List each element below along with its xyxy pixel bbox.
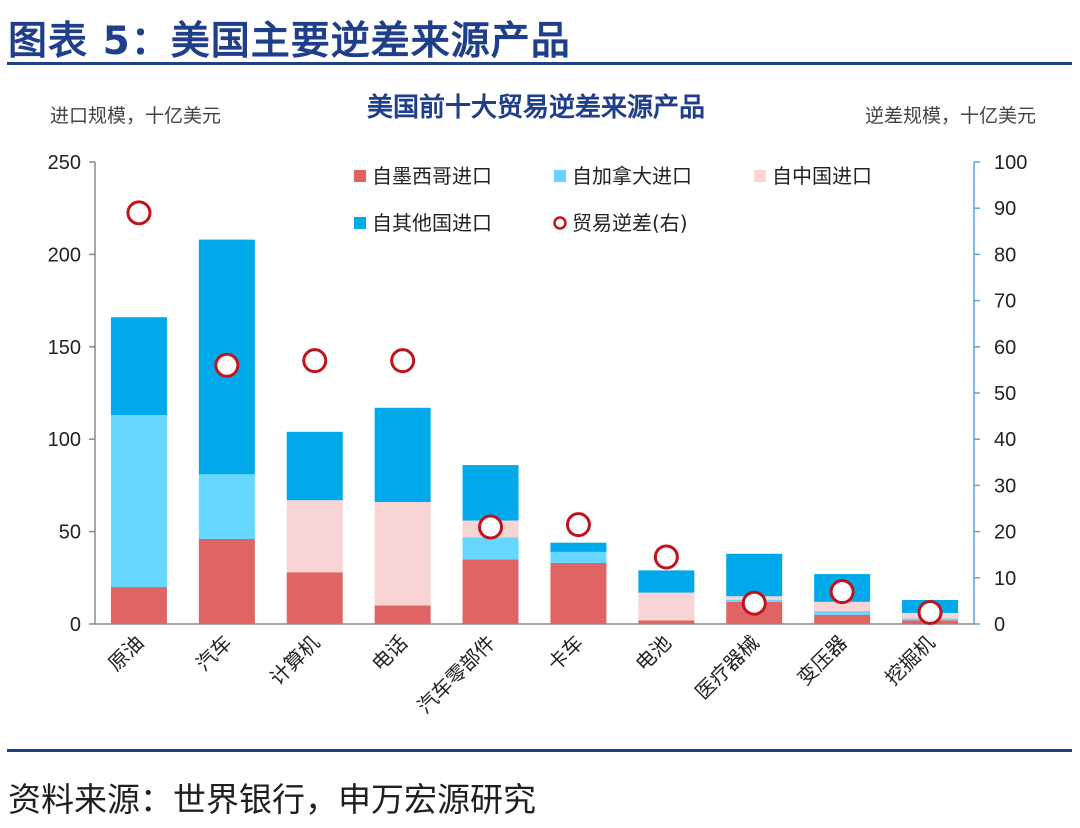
y-tick-label: 200 [48,244,81,266]
y-tick-label: 250 [48,152,81,174]
bar-segment [550,542,607,552]
bar-segment [198,538,255,624]
bar-segment [374,605,431,624]
y-tick-label: 50 [59,522,81,544]
deficit-marker [829,579,855,605]
category-label: 汽车 [191,631,236,676]
y-tick-label: 0 [70,614,81,636]
y2-tick-label: 10 [994,568,1016,590]
y2-tick-label: 90 [994,198,1016,220]
source-note: 资料来源：世界银行，申万宏源研究 [8,780,536,819]
legend-label: 自加拿大进口 [572,164,692,188]
bar-segment [814,611,871,615]
bar-segment [110,317,167,416]
deficit-marker [917,599,943,625]
y-tick-label: 150 [48,337,81,359]
bar-segment [814,601,871,612]
category-label: 医疗器械 [690,631,764,705]
legend-swatch [554,170,566,182]
legend-label: 贸易逆差(右) [572,211,688,235]
top-rule [7,62,1072,65]
category-label: 电池 [631,631,676,676]
bar-segment [550,563,607,624]
bar-segment [286,500,343,573]
bar-segment [374,502,431,606]
bar-segment [550,551,607,564]
bar-segment [198,474,255,539]
deficit-marker [741,590,767,616]
chart-title: 美国前十大贸易逆差来源产品 [367,92,705,123]
legend-swatch [354,170,366,182]
bar-segment [814,614,871,624]
bottom-rule [7,749,1072,752]
deficit-marker [126,200,152,226]
figure-title: 图表 5：美国主要逆差来源产品 [8,19,571,64]
y2-tick-label: 100 [994,152,1027,174]
bar-segment [462,537,519,560]
bar-segment [286,431,343,501]
deficit-marker [478,514,504,540]
bar-segment [110,587,167,624]
category-label: 原油 [103,631,148,676]
bar-segment [726,553,783,597]
chart: 美国前十大贸易逆差来源产品 进口规模，十亿美元 逆差规模，十亿美元 050100… [48,92,1036,718]
y2-axis-label: 逆差规模，十亿美元 [865,105,1036,127]
bar-segment [374,407,431,503]
category-label: 计算机 [265,631,324,690]
bar-segment [110,415,167,588]
deficit-marker [390,348,416,374]
y-tick-label: 100 [48,429,81,451]
bar-segment [286,572,343,624]
bar-segment [638,592,695,621]
legend-marker [553,216,567,230]
bar-segment [462,465,519,521]
plot-area: 0501001502002500102030405060708090100原油汽… [48,152,1028,718]
deficit-marker [214,352,240,378]
legend-label: 自其他国进口 [372,211,492,235]
category-label: 卡车 [543,631,588,676]
category-label: 挖掘机 [880,631,939,690]
legend-label: 自墨西哥进口 [372,164,492,188]
deficit-marker [565,512,591,538]
y-axis-label: 进口规模，十亿美元 [50,105,221,127]
bar-segment [638,620,695,624]
y2-tick-label: 20 [994,522,1016,544]
deficit-marker [302,348,328,374]
category-label: 变压器 [792,631,851,690]
category-label: 电话 [367,631,412,676]
deficit-marker [653,544,679,570]
category-label: 汽车零部件 [412,631,500,719]
y2-tick-label: 60 [994,337,1016,359]
legend-swatch [354,217,366,229]
bar-segment [638,570,695,593]
y2-tick-label: 40 [994,429,1016,451]
y2-tick-label: 50 [994,383,1016,405]
y2-tick-label: 80 [994,244,1016,266]
legend-swatch [754,170,766,182]
legend-label: 自中国进口 [772,164,872,188]
y2-tick-label: 70 [994,291,1016,313]
y2-tick-label: 0 [994,614,1005,636]
bar-segment [462,559,519,624]
y2-tick-label: 30 [994,475,1016,497]
